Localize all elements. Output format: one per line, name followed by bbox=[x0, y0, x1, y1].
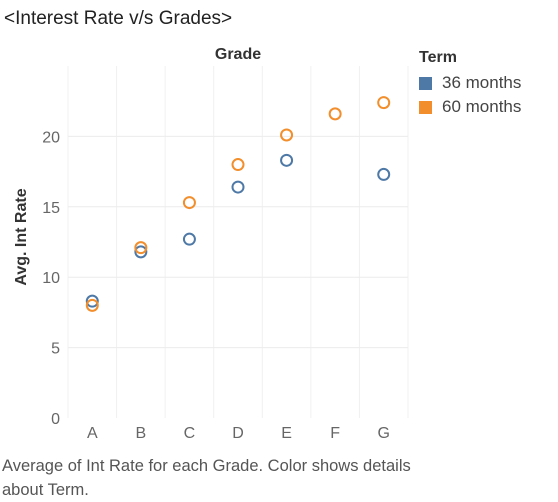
x-axis-title: Grade bbox=[215, 46, 261, 63]
data-point-36-months-b bbox=[134, 245, 148, 259]
data-point-60-months-d bbox=[231, 158, 245, 172]
x-axis-ticks: A B C D E F G bbox=[87, 425, 390, 442]
legend-swatch bbox=[419, 76, 432, 90]
y-tick-label: 20 bbox=[42, 129, 60, 146]
gridlines bbox=[67, 66, 409, 418]
data-point-36-months-c bbox=[182, 232, 196, 246]
data-point-36-months-a bbox=[85, 294, 99, 308]
legend-item-60-months[interactable]: 60 months bbox=[419, 95, 521, 119]
data-point-36-months-d bbox=[231, 180, 245, 194]
data-point-60-months-a bbox=[85, 298, 99, 312]
data-point-60-months-c bbox=[182, 196, 196, 210]
x-tick-label: D bbox=[232, 425, 244, 442]
legend-label: 36 months bbox=[442, 73, 522, 92]
x-tick-label: B bbox=[136, 425, 147, 442]
chart-title: <Interest Rate v/s Grades> bbox=[4, 8, 233, 29]
x-tick-label: C bbox=[184, 425, 196, 442]
y-tick-label: 0 bbox=[51, 411, 60, 428]
y-tick-label: 15 bbox=[42, 200, 60, 217]
x-tick-label: F bbox=[330, 425, 340, 442]
legend: Term 36 months 60 months bbox=[419, 49, 521, 119]
legend-label: 60 months bbox=[442, 97, 522, 116]
x-tick-label: E bbox=[281, 425, 292, 442]
data-point-60-months-f bbox=[328, 107, 342, 121]
y-axis-title: Avg. Int Rate bbox=[13, 188, 30, 285]
data-point-36-months-e bbox=[280, 153, 294, 167]
legend-item-36-months[interactable]: 36 months bbox=[419, 71, 521, 95]
data-point-60-months-e bbox=[280, 128, 294, 142]
y-axis-ticks: 0 5 10 15 20 bbox=[42, 129, 60, 428]
y-tick-label: 5 bbox=[51, 341, 60, 358]
data-point-36-months-g bbox=[377, 167, 391, 181]
data-point-60-months-g bbox=[377, 96, 391, 110]
legend-title: Term bbox=[419, 49, 457, 66]
data-point-60-months-b bbox=[134, 241, 148, 255]
chart-caption: Average of Int Rate for each Grade. Colo… bbox=[2, 457, 411, 499]
legend-swatch bbox=[419, 100, 432, 114]
y-tick-label: 10 bbox=[42, 270, 60, 287]
data-points bbox=[85, 96, 391, 312]
x-tick-label: A bbox=[87, 425, 98, 442]
x-tick-label: G bbox=[377, 425, 389, 442]
